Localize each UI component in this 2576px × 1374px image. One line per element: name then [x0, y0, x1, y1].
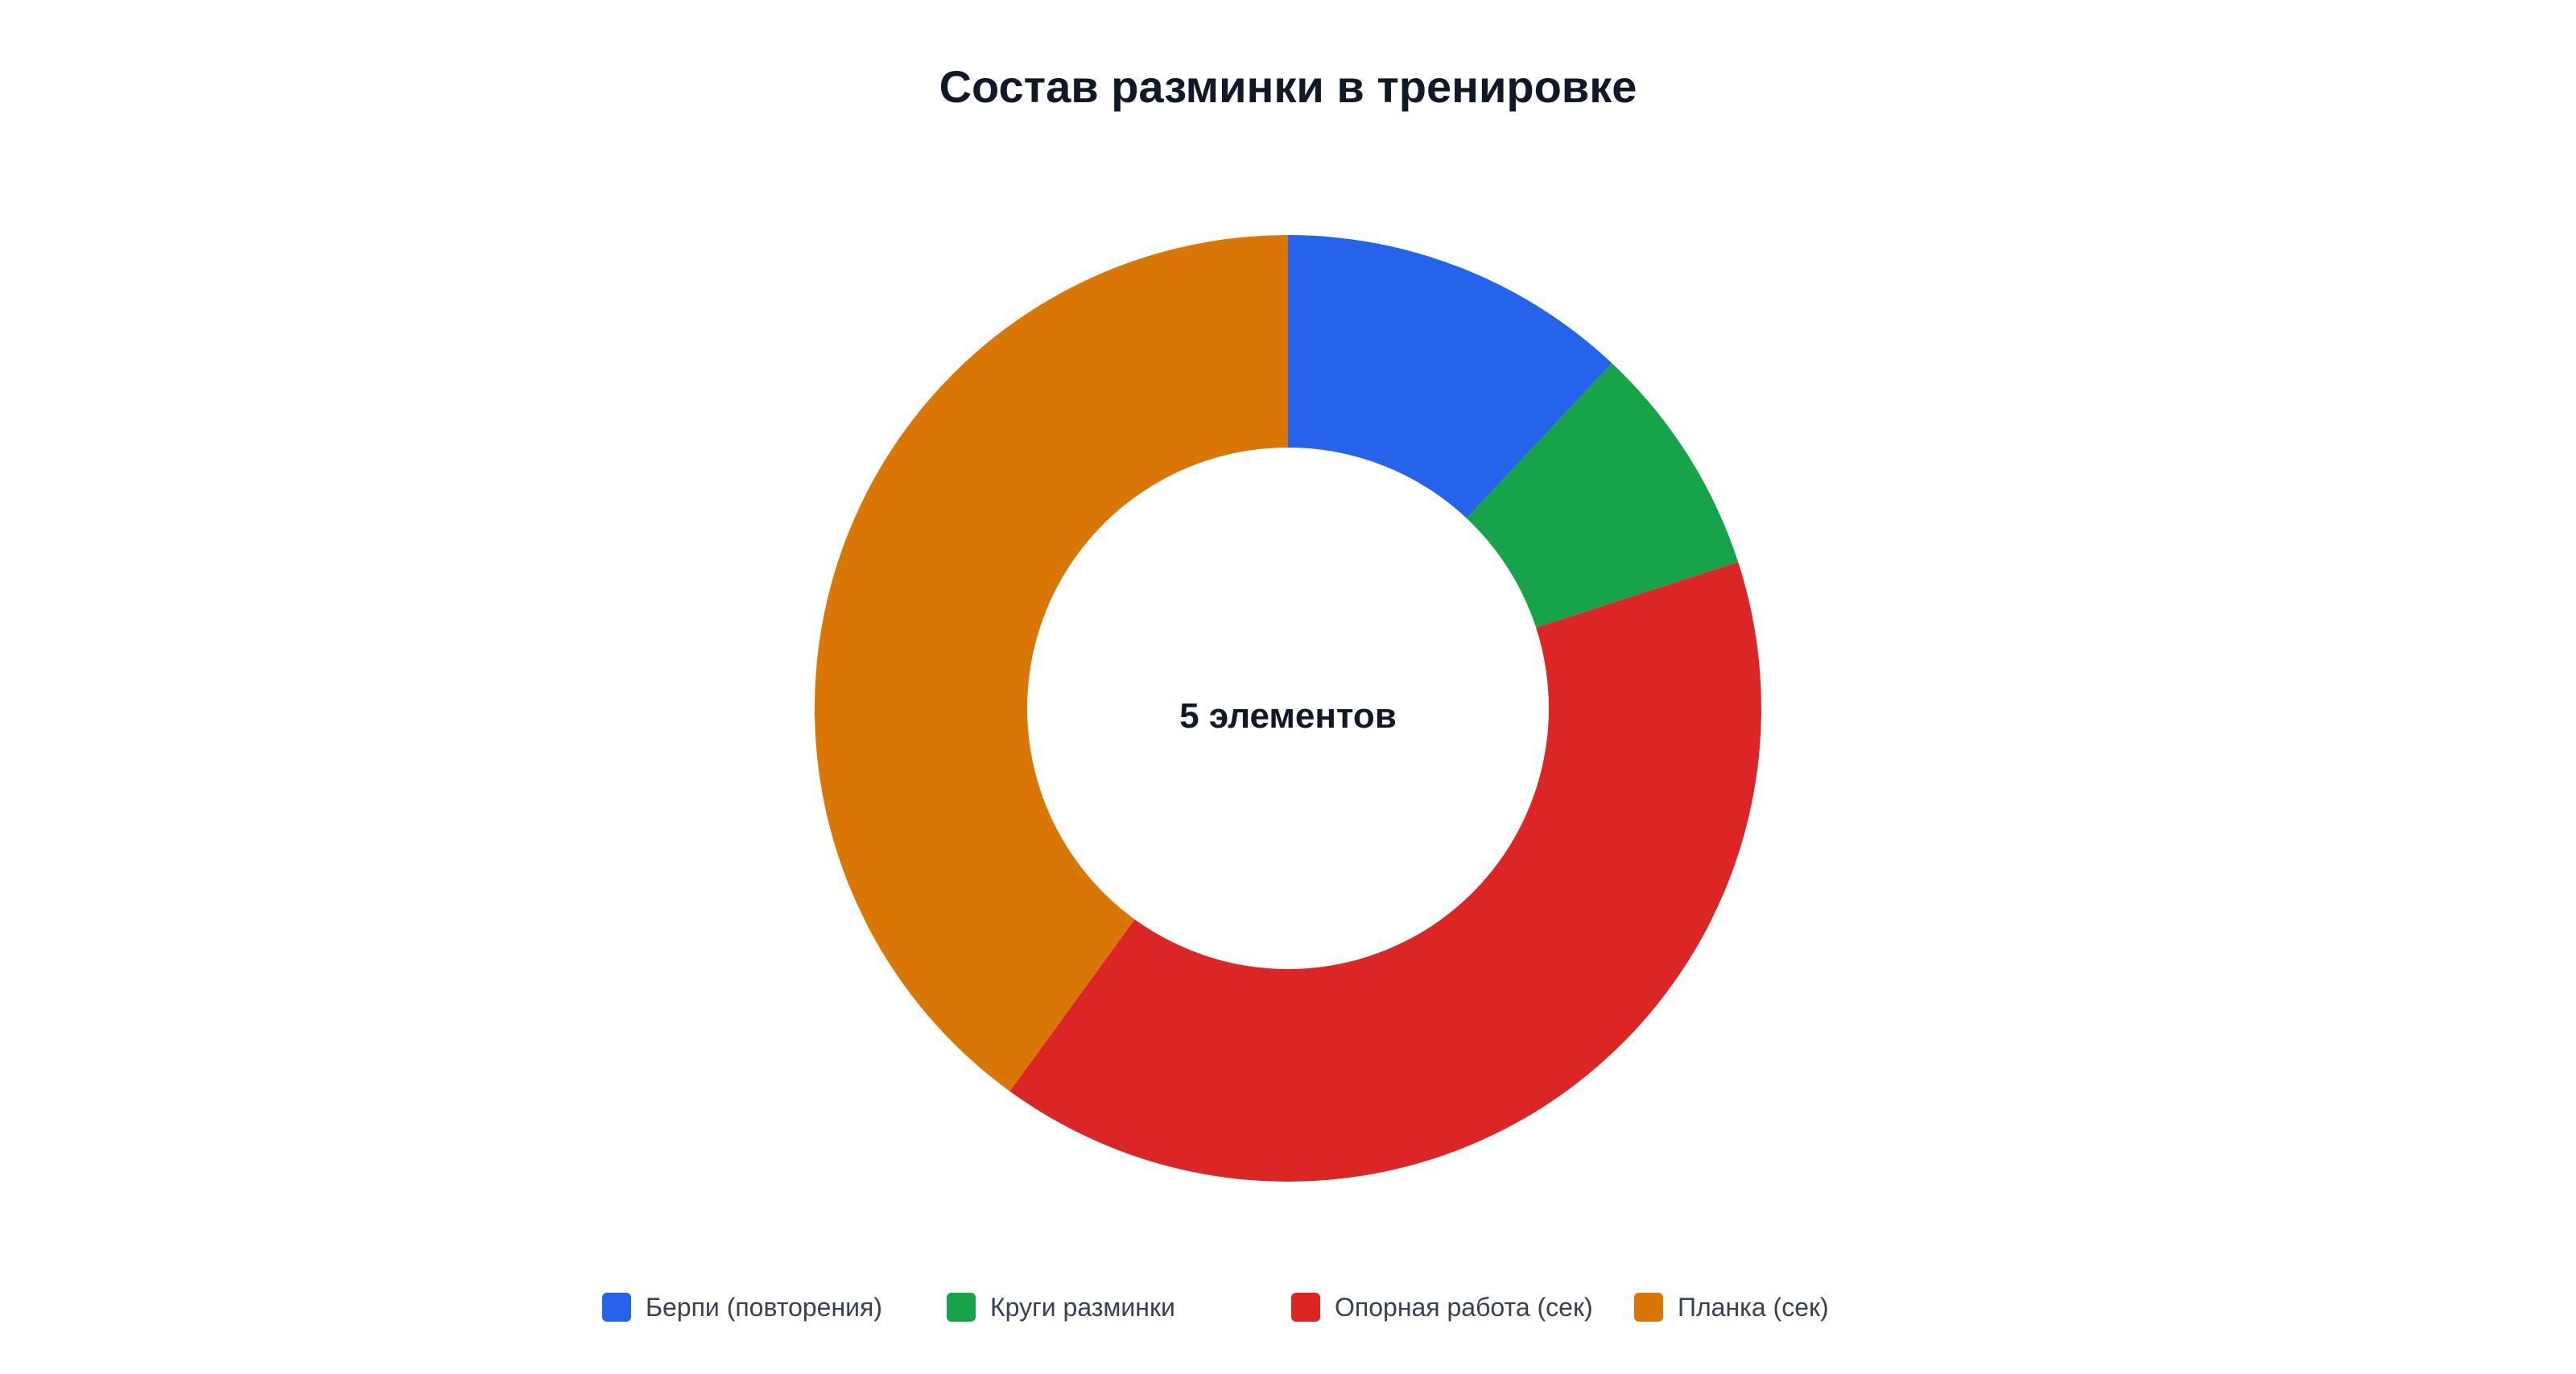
- donut-center-label: 5 элементов: [1179, 696, 1397, 736]
- legend-item-2: Круги разминки: [947, 1293, 1175, 1322]
- legend-swatch-4: [1634, 1293, 1663, 1322]
- legend-item-4: Планка (сек): [1634, 1293, 1829, 1322]
- legend-swatch-1: [602, 1293, 631, 1322]
- legend-swatch-2: [947, 1293, 976, 1322]
- legend-item-3: Опорная работа (сек): [1291, 1293, 1593, 1322]
- donut-slice-2: [1466, 363, 1739, 628]
- legend-label-4: Планка (сек): [1678, 1293, 1829, 1322]
- legend-swatch-3: [1291, 1293, 1320, 1322]
- chart-title: Состав разминки в тренировке: [939, 61, 1637, 112]
- donut-slice-1: [1288, 235, 1612, 518]
- donut-slices: [815, 235, 1761, 1182]
- donut-slice-4: [815, 235, 1288, 1091]
- legend-item-1: Берпи (повторения): [602, 1293, 882, 1322]
- legend-label-2: Круги разминки: [990, 1293, 1175, 1322]
- legend-label-3: Опорная работа (сек): [1335, 1293, 1593, 1322]
- donut-slice-3: [1009, 562, 1761, 1182]
- legend: Берпи (повторения) Круги разминки Опорная …: [602, 1293, 1829, 1322]
- legend-label-1: Берпи (повторения): [646, 1293, 882, 1322]
